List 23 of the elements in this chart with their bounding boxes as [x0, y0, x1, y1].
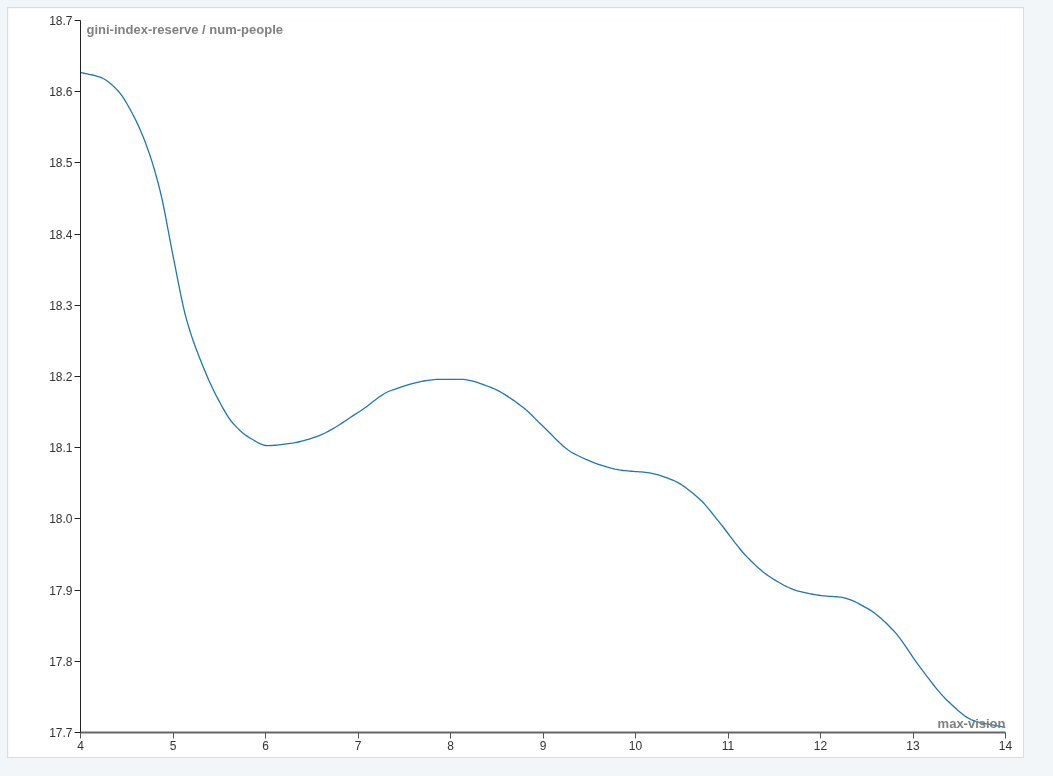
y-tick-label: 17.7: [49, 726, 73, 740]
x-tick-label: 7: [354, 738, 362, 753]
y-tick-label: 18.1: [49, 441, 73, 456]
x-tick-label: 13: [906, 738, 920, 753]
x-tick-label: 4: [77, 738, 85, 753]
y-tick-label: 18.2: [49, 370, 73, 384]
y-tick-label: 18.0: [49, 512, 73, 527]
x-tick-label: 10: [628, 738, 643, 753]
y-tick-label: 18.3: [49, 298, 73, 313]
x-tick-label: 12: [813, 738, 828, 753]
y-tick-label: 18.7: [49, 14, 73, 28]
y-axis-title: gini-index-reserve / num-people: [86, 21, 283, 37]
x-tick-label: 14: [998, 738, 1013, 753]
y-tick-label: 17.9: [49, 583, 73, 598]
y-tick-label: 17.8: [49, 654, 73, 669]
x-tick-label: 9: [539, 738, 547, 753]
x-tick-label: 11: [721, 738, 735, 753]
x-tick-label: 5: [169, 738, 177, 753]
y-tick-label: 18.6: [49, 85, 73, 100]
y-tick-label: 18.5: [49, 156, 73, 171]
x-tick-label: 6: [262, 738, 270, 753]
x-tick-label: 8: [447, 738, 455, 753]
y-tick-label: 18.4: [49, 227, 73, 242]
